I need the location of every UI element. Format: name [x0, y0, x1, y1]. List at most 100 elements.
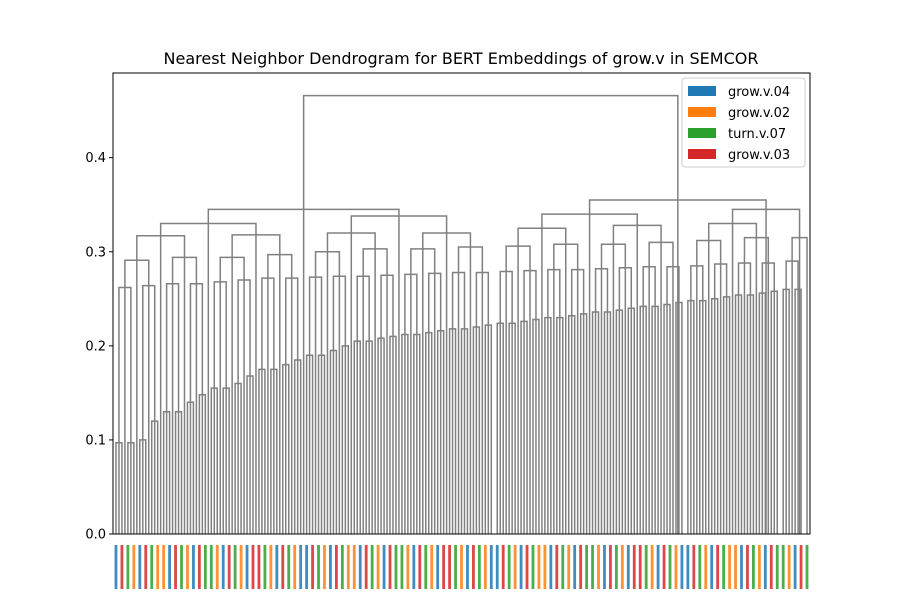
leaf-label-mark — [775, 545, 779, 589]
leaf-label-mark — [180, 545, 183, 589]
leaf-label-mark — [120, 545, 124, 589]
leaf-label-mark — [138, 545, 142, 589]
leaf-label-mark — [567, 545, 571, 589]
legend: grow.v.04 grow.v.02 turn.v.07 grow.v.03 — [681, 77, 806, 168]
leaf-label-mark — [376, 545, 380, 589]
leaf-label-mark — [561, 545, 565, 589]
legend-swatch — [688, 128, 716, 138]
leaf-label-mark — [656, 545, 660, 589]
leaf-label-mark — [406, 545, 410, 589]
leaf-label-mark — [674, 545, 678, 589]
leaf-label-mark — [537, 545, 541, 589]
leaf-label-mark — [162, 545, 166, 589]
leaf-label-mark — [483, 545, 487, 589]
leaf-label-mark — [692, 545, 696, 589]
leaf-label-mark — [150, 545, 154, 589]
leaf-label-mark — [388, 545, 392, 589]
leaf-label-mark — [358, 545, 362, 589]
leaf-label-mark — [769, 545, 773, 589]
leaf-label-mark — [412, 545, 416, 589]
leaf-label-mark — [704, 545, 708, 589]
y-tick-label: 0.0 — [85, 528, 106, 543]
legend-box — [681, 77, 806, 168]
leaf-label-mark — [650, 545, 654, 589]
leaf-label-mark — [698, 545, 702, 589]
legend-label: grow.v.03 — [728, 148, 790, 163]
leaf-label-mark — [370, 545, 374, 589]
leaf-label-mark — [746, 545, 749, 589]
legend-label: turn.v.07 — [728, 127, 786, 142]
leaf-label-mark — [716, 545, 720, 589]
dendrogram-links — [115, 94, 808, 534]
leaf-label-mark — [329, 545, 332, 589]
leaf-label-mark — [799, 545, 803, 589]
y-tick-label: 0.1 — [85, 433, 106, 448]
leaf-label-mark — [531, 545, 535, 589]
leaf-label-mark — [752, 545, 755, 589]
legend-swatch — [688, 86, 716, 96]
leaf-label-mark — [603, 545, 606, 589]
leaf-label-mark — [215, 545, 219, 589]
leaf-label-mark — [722, 545, 726, 589]
leaf-label-mark — [638, 545, 642, 589]
leaf-label-mark — [597, 545, 600, 589]
leaf-label-mark — [609, 545, 612, 589]
leaf-label-mark — [579, 545, 583, 589]
leaf-label-mark — [793, 545, 797, 589]
leaf-label-mark — [626, 545, 630, 589]
leaf-label-mark — [299, 545, 303, 589]
leaf-label-mark — [400, 545, 404, 589]
leaf-label-mark — [614, 545, 618, 589]
leaf-label-mark — [734, 545, 737, 589]
leaf-label-mark — [257, 545, 261, 589]
leaf-label-mark — [436, 545, 440, 589]
leaf-label-mark — [245, 545, 249, 589]
leaf-label-mark — [740, 545, 743, 589]
leaf-label-mark — [466, 545, 469, 589]
leaf-label-mark — [668, 545, 672, 589]
leaf-label-mark — [263, 545, 267, 589]
legend-label: grow.v.04 — [728, 85, 790, 100]
dendrogram-link — [302, 94, 679, 534]
leaf-label-mark — [686, 545, 690, 589]
leaf-label-mark — [186, 545, 189, 589]
leaf-label-mark — [632, 545, 636, 589]
leaf-label-mark — [126, 545, 130, 589]
leaf-label-mark — [781, 545, 785, 589]
leaf-label-mark — [287, 545, 291, 589]
leaf-label-mark — [281, 545, 285, 589]
leaf-label-mark — [442, 545, 446, 589]
leaf-label-mark — [364, 545, 368, 589]
leaf-label-mark — [114, 545, 118, 589]
leaf-label-mark — [156, 545, 160, 589]
leaf-label-mark — [787, 545, 791, 589]
leaf-label-mark — [525, 545, 529, 589]
leaf-label-mark — [662, 545, 666, 589]
leaf-label-mark — [489, 545, 493, 589]
leaf-label-mark — [644, 545, 648, 589]
leaf-label-mark — [382, 545, 386, 589]
leaf-label-mark — [424, 545, 428, 589]
y-axis: 0.0 0.1 0.2 0.3 0.4 — [85, 151, 113, 543]
leaf-label-mark — [507, 545, 511, 589]
leaf-label-mark — [680, 545, 684, 589]
leaf-label-mark — [501, 545, 505, 589]
leaf-label-mark — [174, 545, 177, 589]
leaf-label-mark — [334, 545, 338, 589]
leaf-label-mark — [549, 545, 553, 589]
leaf-label-mark — [305, 545, 309, 589]
leaf-label-mark — [239, 545, 243, 589]
leaf-label-mark — [394, 545, 398, 589]
y-tick-label: 0.2 — [85, 339, 106, 354]
leaf-label-mark — [460, 545, 463, 589]
leaf-label-mark — [543, 545, 547, 589]
leaf-label-mark — [168, 545, 171, 589]
leaf-label-mark — [269, 545, 273, 589]
leaf-label-mark — [495, 545, 499, 589]
leaf-label-mark — [573, 545, 577, 589]
plot-frame — [112, 72, 811, 535]
leaf-label-mark — [763, 545, 767, 589]
leaf-label-mark — [221, 545, 225, 589]
leaf-label-mark — [132, 545, 136, 589]
